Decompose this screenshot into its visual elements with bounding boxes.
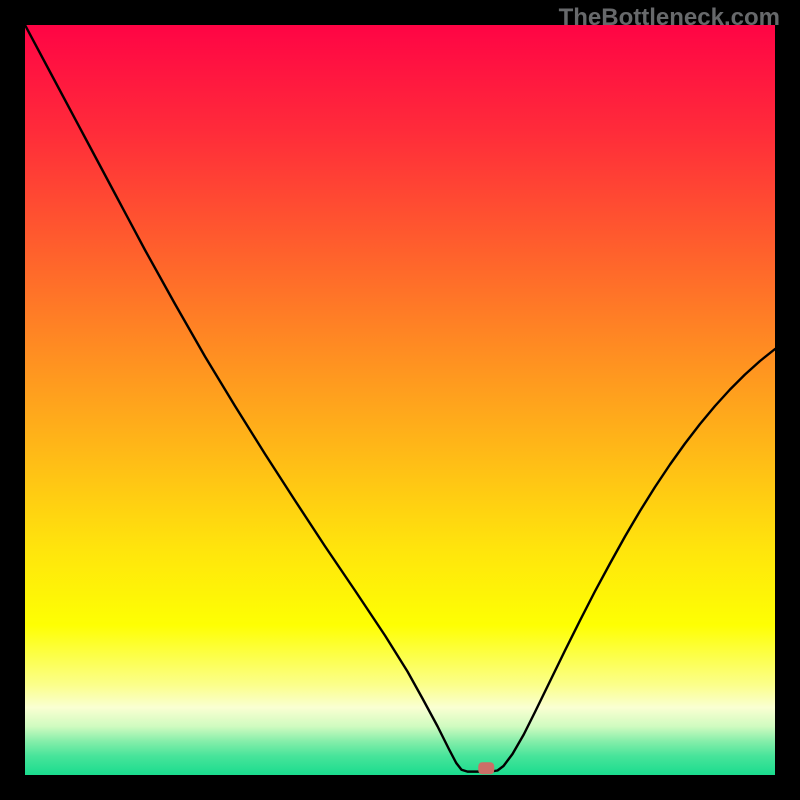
chart-frame: TheBottleneck.com: [0, 0, 800, 800]
watermark-label: TheBottleneck.com: [559, 4, 780, 32]
plot-area: [25, 25, 775, 775]
optimum-marker: [478, 762, 494, 774]
bottleneck-curve: [25, 25, 775, 772]
curve-layer: [25, 25, 775, 775]
